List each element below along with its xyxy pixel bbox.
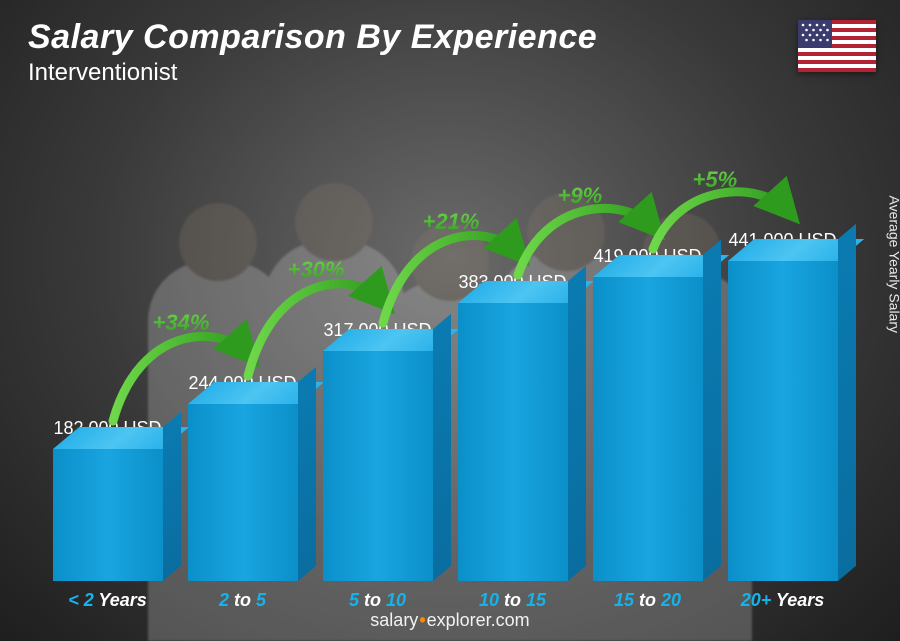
brand-suf: .com xyxy=(491,610,530,630)
bar xyxy=(458,303,568,581)
bar-category-label: 20+ Years xyxy=(741,590,825,611)
bar-front-face xyxy=(728,261,838,581)
brand-mid: explorer xyxy=(427,610,491,630)
increase-label: +21% xyxy=(423,209,480,235)
flag-usa-icon xyxy=(798,20,876,72)
bar-slot: 419,000 USD15 to 20 xyxy=(580,246,715,581)
bar-category-label: < 2 Years xyxy=(68,590,147,611)
bar-slot: 441,000 USD20+ Years xyxy=(715,230,850,581)
brand-pre: salary xyxy=(370,610,418,630)
bar-front-face xyxy=(53,449,163,581)
bar xyxy=(593,277,703,581)
salary-bar-chart: 182,000 USD< 2 Years244,000 USD2 to 5317… xyxy=(40,81,850,581)
chart-title: Salary Comparison By Experience xyxy=(28,18,597,57)
bar-category-label: 2 to 5 xyxy=(219,590,266,611)
bar-slot: 383,000 USD10 to 15 xyxy=(445,272,580,581)
bar-category-label: 10 to 15 xyxy=(479,590,546,611)
increase-label: +5% xyxy=(693,167,738,193)
bar-slot: 317,000 USD5 to 10 xyxy=(310,320,445,581)
bar xyxy=(188,404,298,581)
footer-brand: salary•explorer.com xyxy=(0,610,900,631)
bar-side-face xyxy=(838,224,856,581)
bar xyxy=(323,351,433,581)
increase-label: +9% xyxy=(558,183,603,209)
bar xyxy=(728,261,838,581)
bar-front-face xyxy=(188,404,298,581)
bar-front-face xyxy=(458,303,568,581)
header: Salary Comparison By Experience Interven… xyxy=(28,18,597,87)
bar-slot: 182,000 USD< 2 Years xyxy=(40,418,175,581)
increase-label: +34% xyxy=(153,310,210,336)
bar-front-face xyxy=(593,277,703,581)
brand-dot-icon: • xyxy=(418,610,426,630)
y-axis-label: Average Yearly Salary xyxy=(886,196,900,334)
bar-slot: 244,000 USD2 to 5 xyxy=(175,373,310,581)
increase-label: +30% xyxy=(288,257,345,283)
bar xyxy=(53,449,163,581)
bar-category-label: 5 to 10 xyxy=(349,590,406,611)
bar-front-face xyxy=(323,351,433,581)
bar-category-label: 15 to 20 xyxy=(614,590,681,611)
